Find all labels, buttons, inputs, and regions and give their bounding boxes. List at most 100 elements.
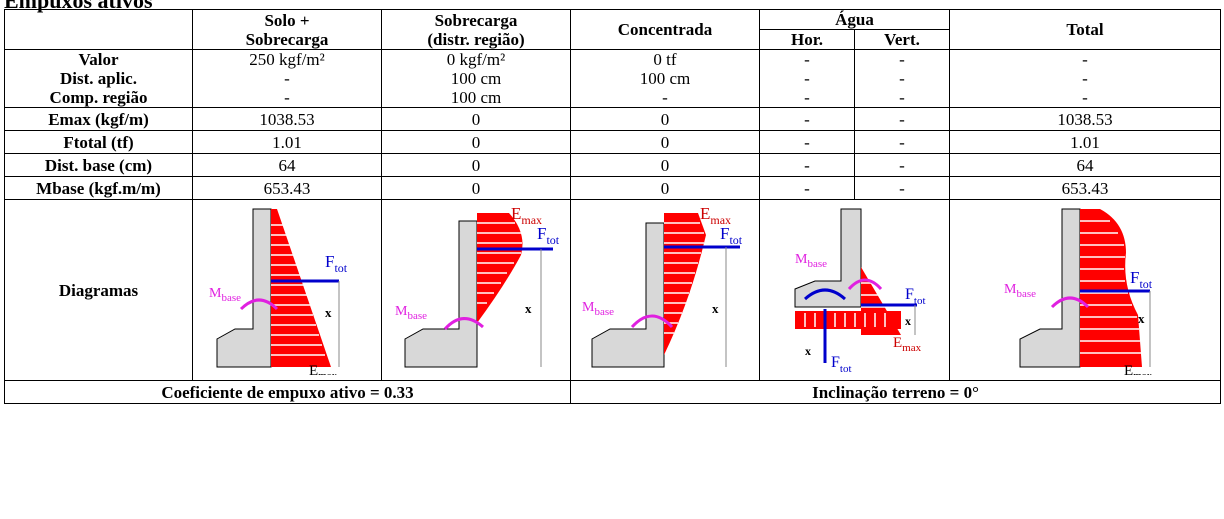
ftot-symbol: Ftot <box>1130 268 1153 291</box>
cell-value: 250 kgf/m² <box>192 49 382 69</box>
cell-value: - <box>949 49 1222 69</box>
header-agua: Água <box>758 9 951 30</box>
diagram-total-figure: x Ftot Mbase Emax <box>1004 208 1153 375</box>
header-vert: Vert. <box>853 29 951 50</box>
cell-value: 1.01 <box>192 130 382 154</box>
cell-value: 1.01 <box>949 130 1222 154</box>
cell-value: - <box>853 49 951 69</box>
x-label: x <box>712 301 719 316</box>
cell-value: - <box>759 176 855 200</box>
wall-shape <box>794 208 861 308</box>
cell-value: 0 kgf/m² <box>381 49 571 69</box>
diagram-agua-figure: x x Ftot Ftot Emax Mbase <box>794 208 926 375</box>
ftot-symbol: Ftot <box>720 224 743 247</box>
header-concentrada: Concentrada <box>570 9 760 50</box>
x-label: x <box>1138 311 1145 326</box>
cell-value: - <box>853 88 951 108</box>
cell-value: 0 <box>570 107 760 131</box>
moment-arrow-base <box>803 288 846 301</box>
row-label: Dist. aplic. <box>4 69 193 88</box>
cell-value: - <box>853 153 951 177</box>
diagram-solo-figure: x Ftot Mbase Emax <box>209 208 348 375</box>
cell-value: - <box>759 69 855 88</box>
cell-value: 1038.53 <box>192 107 382 131</box>
cell-value: 100 cm <box>381 88 571 108</box>
pressure-diagram <box>1080 209 1143 367</box>
cell-value: 0 <box>570 176 760 200</box>
emax-symbol: Emax <box>309 363 338 375</box>
pressure-diagram <box>477 213 523 323</box>
header-sobrecarga-line1: Sobrecarga <box>434 10 518 30</box>
cell-value: 0 <box>381 153 571 177</box>
mbase-symbol: Mbase <box>209 286 241 304</box>
cell-value: 100 cm <box>381 69 571 88</box>
cell-value: 0 <box>570 130 760 154</box>
row-label: Dist. base (cm) <box>4 153 193 177</box>
cell-value: - <box>759 130 855 154</box>
results-table: Solo + Sobrecarga Sobrecarga (distr. reg… <box>4 9 1222 404</box>
cell-value: 0 <box>381 107 571 131</box>
cell-value: 64 <box>949 153 1222 177</box>
header-empty <box>4 9 193 50</box>
ftot-symbol: Ftot <box>537 224 560 247</box>
table-row: Ftotal (tf) 1.01 0 0 - - 1.01 <box>4 130 1222 154</box>
ftot-symbol: Ftot <box>905 286 926 307</box>
header-solo-line1: Solo + <box>264 10 310 30</box>
header-solo-line2: Sobrecarga <box>245 29 329 49</box>
diagram-concentrada: x Ftot Emax Mbase <box>570 199 760 381</box>
diagram-agua: x x Ftot Ftot Emax Mbase <box>758 199 951 381</box>
cell-value: - <box>853 107 951 131</box>
row-label: Emax (kgf/m) <box>4 107 193 131</box>
cell-value: - <box>759 107 855 131</box>
mbase-symbol: Mbase <box>582 300 614 318</box>
ftot-symbol-base: Ftot <box>831 354 852 375</box>
diagram-concentrada-figure: x Ftot Emax Mbase <box>582 205 743 368</box>
diagram-sobrecarga-figure: x Ftot Emax Mbase <box>395 205 560 368</box>
ftot-symbol: Ftot <box>325 252 348 275</box>
cell-value: - <box>759 153 855 177</box>
cell-value: 653.43 <box>949 176 1222 200</box>
cell-value: - <box>192 69 382 88</box>
header-total: Total <box>949 9 1222 50</box>
x-label: x <box>905 314 911 328</box>
header-solo: Solo + Sobrecarga <box>192 9 382 50</box>
wall-shape <box>404 220 478 368</box>
table-row: Dist. aplic. - 100 cm 100 cm - - - <box>4 69 1222 88</box>
pressure-diagram <box>271 209 331 367</box>
x-label: x <box>325 305 332 320</box>
moment-arrow <box>443 317 485 331</box>
cell-value: - <box>853 130 951 154</box>
header-sobrecarga: Sobrecarga (distr. região) <box>381 9 571 50</box>
cell-value: 64 <box>192 153 382 177</box>
header-hor: Hor. <box>759 29 855 50</box>
header-sobrecarga-line2: (distr. região) <box>427 29 525 49</box>
mbase-symbol: Mbase <box>395 304 427 322</box>
diagram-sobrecarga: x Ftot Emax Mbase <box>381 199 571 381</box>
moment-arrow <box>630 314 674 329</box>
x-label: x <box>525 301 532 316</box>
diagram-row: Diagramas x Ftot Mbase Emax <box>4 199 1222 381</box>
cell-value: 0 <box>570 153 760 177</box>
mbase-symbol: Mbase <box>795 252 827 270</box>
mbase-symbol: Mbase <box>1004 282 1036 300</box>
cell-value: - <box>949 69 1222 88</box>
cell-value: 0 tf <box>570 49 760 69</box>
table-row: Valor 250 kgf/m² 0 kgf/m² 0 tf - - - <box>4 49 1222 69</box>
cell-value: - <box>570 88 760 108</box>
footer-inclinacao: Inclinação terreno = 0° <box>569 380 1222 404</box>
cell-value: - <box>759 49 855 69</box>
diagram-total: x Ftot Mbase Emax <box>949 199 1222 381</box>
moment-arrow <box>1050 296 1090 309</box>
cell-value: - <box>949 88 1222 108</box>
wall-shape <box>591 222 665 368</box>
pressure-hatching <box>477 222 522 304</box>
cell-value: 653.43 <box>192 176 382 200</box>
pressure-hatching <box>271 224 325 356</box>
row-label: Valor <box>4 49 193 69</box>
emax-symbol: Emax <box>1124 363 1153 375</box>
moment-arrow <box>847 278 882 291</box>
diagram-solo: x Ftot Mbase Emax <box>192 199 382 381</box>
cell-value: - <box>853 69 951 88</box>
cell-value: 1038.53 <box>949 107 1222 131</box>
row-label: Comp. região <box>4 88 193 108</box>
